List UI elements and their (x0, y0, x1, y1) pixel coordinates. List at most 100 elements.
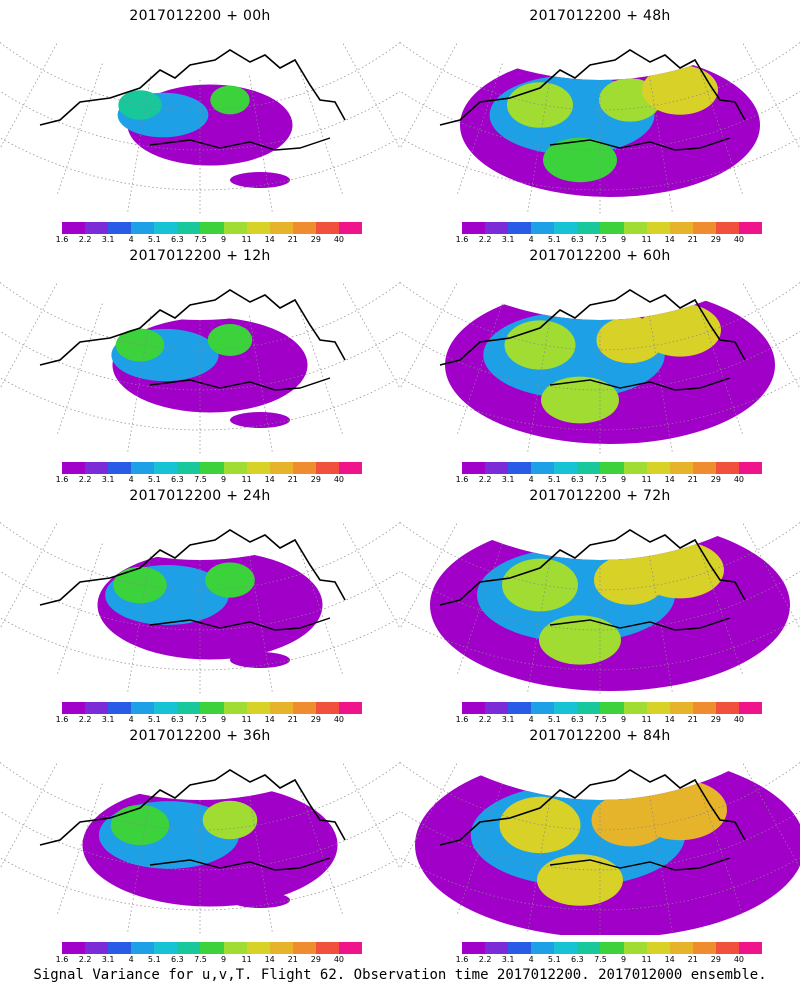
colorbar-swatch (623, 942, 647, 954)
colorbar-tick-label: 29 (310, 955, 321, 964)
figure-caption: Signal Variance for u,v,T. Flight 62. Ob… (33, 967, 767, 983)
colorbar-swatch (692, 222, 716, 234)
colorbar-swatch (200, 462, 224, 474)
colorbar-swatch (154, 222, 178, 234)
coastline (149, 137, 331, 151)
colorbar-tick-label: 4 (128, 715, 134, 724)
colorbar-swatch (485, 942, 509, 954)
variance-map (400, 752, 800, 935)
colorbar-labels: 1.6 2.2 3.1 4 5.1 6.3 7.5 9 11 14 21 29 40 (56, 235, 362, 245)
variance-map (400, 41, 800, 215)
colorbar-tick-label: 40 (733, 715, 745, 724)
colorbar-tick-label: 1.6 (455, 955, 469, 964)
colorbar-swatch (246, 702, 270, 714)
colorbar-tick-label: 4 (528, 475, 534, 484)
colorbar-tick-label: 7.5 (594, 715, 607, 724)
colorbar-swatch (131, 942, 155, 954)
colorbar-tick-label: 6.3 (571, 715, 584, 724)
colorbar-swatch (692, 702, 716, 714)
colorbar-swatch (338, 222, 363, 234)
variance-patch (230, 412, 290, 428)
coastline (39, 289, 346, 366)
variance-patch (630, 172, 690, 188)
colorbar-labels: 1.6 2.2 3.1 4 5.1 6.3 7.5 9 11 14 21 29 40 (56, 715, 362, 725)
colorbar-swatch (508, 702, 532, 714)
variance-map (400, 281, 800, 455)
colorbar-swatch (715, 462, 739, 474)
colorbar-swatch (62, 942, 86, 954)
colorbar-swatch (131, 702, 155, 714)
colorbar-tick-label: 2.2 (78, 955, 92, 964)
colorbar-tick-label: 14 (664, 235, 675, 244)
variance-field (97, 550, 323, 668)
colorbar-tick-label: 14 (264, 955, 275, 964)
colorbar-tick-label: 4 (528, 715, 534, 724)
colorbar-tick-label: 1.6 (455, 715, 469, 724)
colorbar-tick-label: 9 (620, 955, 627, 964)
colorbar-tick-label: 1.6 (455, 235, 469, 244)
colorbar-tick-label: 29 (710, 715, 721, 724)
colorbar-tick-label: 40 (733, 235, 745, 244)
panel-title: 2017012200 + 60h (529, 248, 671, 264)
colorbar-labels: 1.6 2.2 3.1 4 5.1 6.3 7.5 9 11 14 21 29 40 (56, 475, 362, 485)
colorbar-swatch (715, 222, 739, 234)
coastline (439, 529, 746, 606)
colorbar-tick-label: 5.1 (147, 955, 161, 964)
colorbar-swatch (223, 702, 247, 714)
colorbar-tick-label: 40 (333, 235, 345, 244)
colorbar (62, 702, 363, 714)
colorbar-swatch (692, 462, 716, 474)
colorbar-tick-label: 3.1 (501, 235, 515, 244)
variance-map (0, 761, 400, 935)
colorbar-swatch (738, 462, 763, 474)
panel-title: 2017012200 + 48h (529, 8, 671, 24)
colorbar-swatch (200, 702, 224, 714)
colorbar-labels: 1.6 2.2 3.1 4 5.1 6.3 7.5 9 11 14 21 29 40 (456, 475, 762, 485)
colorbar-tick-label: 9 (220, 235, 227, 244)
colorbar-swatch (246, 222, 270, 234)
colorbar-labels: 1.6 2.2 3.1 4 5.1 6.3 7.5 9 11 14 21 29 40 (456, 955, 762, 965)
variance-core (537, 854, 623, 906)
colorbar-tick-label: 40 (333, 955, 345, 964)
colorbar-swatch (623, 702, 647, 714)
colorbar-swatch (577, 702, 601, 714)
colorbar-swatch (669, 702, 693, 714)
colorbar-tick-label: 21 (687, 955, 698, 964)
colorbar-tick-label: 11 (641, 955, 652, 964)
colorbar-swatch (85, 702, 109, 714)
variance-core (504, 320, 576, 370)
colorbar-swatch (338, 702, 363, 714)
variance-core (110, 804, 170, 846)
colorbar-tick-label: 7.5 (194, 715, 207, 724)
colorbar-swatch (108, 222, 132, 234)
coastline (39, 769, 346, 846)
colorbar (62, 942, 363, 954)
colorbar-swatch (600, 462, 624, 474)
coastline (39, 529, 346, 606)
colorbar-tick-label: 21 (287, 955, 298, 964)
colorbar-tick-label: 2.2 (478, 235, 492, 244)
colorbar-swatch (177, 702, 201, 714)
variance-core (543, 137, 617, 183)
graticule (400, 761, 800, 935)
variance-core (541, 376, 619, 424)
panel-title: 2017012200 + 24h (129, 488, 271, 504)
colorbar-swatch (485, 702, 509, 714)
variance-field (460, 53, 760, 197)
colorbar-swatch (692, 942, 716, 954)
colorbar-swatch (292, 942, 316, 954)
colorbar-tick-label: 9 (620, 235, 627, 244)
colorbar-tick-label: 3.1 (501, 475, 515, 484)
colorbar-swatch (531, 222, 555, 234)
colorbar-swatch (738, 222, 763, 234)
colorbar-swatch (508, 462, 532, 474)
forecast-panel: 2017012200 + 72h 1.6 2.2 3.1 4 5.1 6.3 7.5 9 11 14… (400, 480, 800, 724)
variance-patch (230, 652, 290, 668)
colorbar-tick-label: 3.1 (501, 955, 515, 964)
colorbar-swatch (85, 942, 109, 954)
colorbar-tick-label: 7.5 (594, 955, 607, 964)
colorbar-tick-label: 11 (241, 475, 252, 484)
colorbar-tick-label: 2.2 (78, 475, 92, 484)
colorbar-swatch (154, 462, 178, 474)
colorbar-tick-label: 9 (220, 955, 227, 964)
